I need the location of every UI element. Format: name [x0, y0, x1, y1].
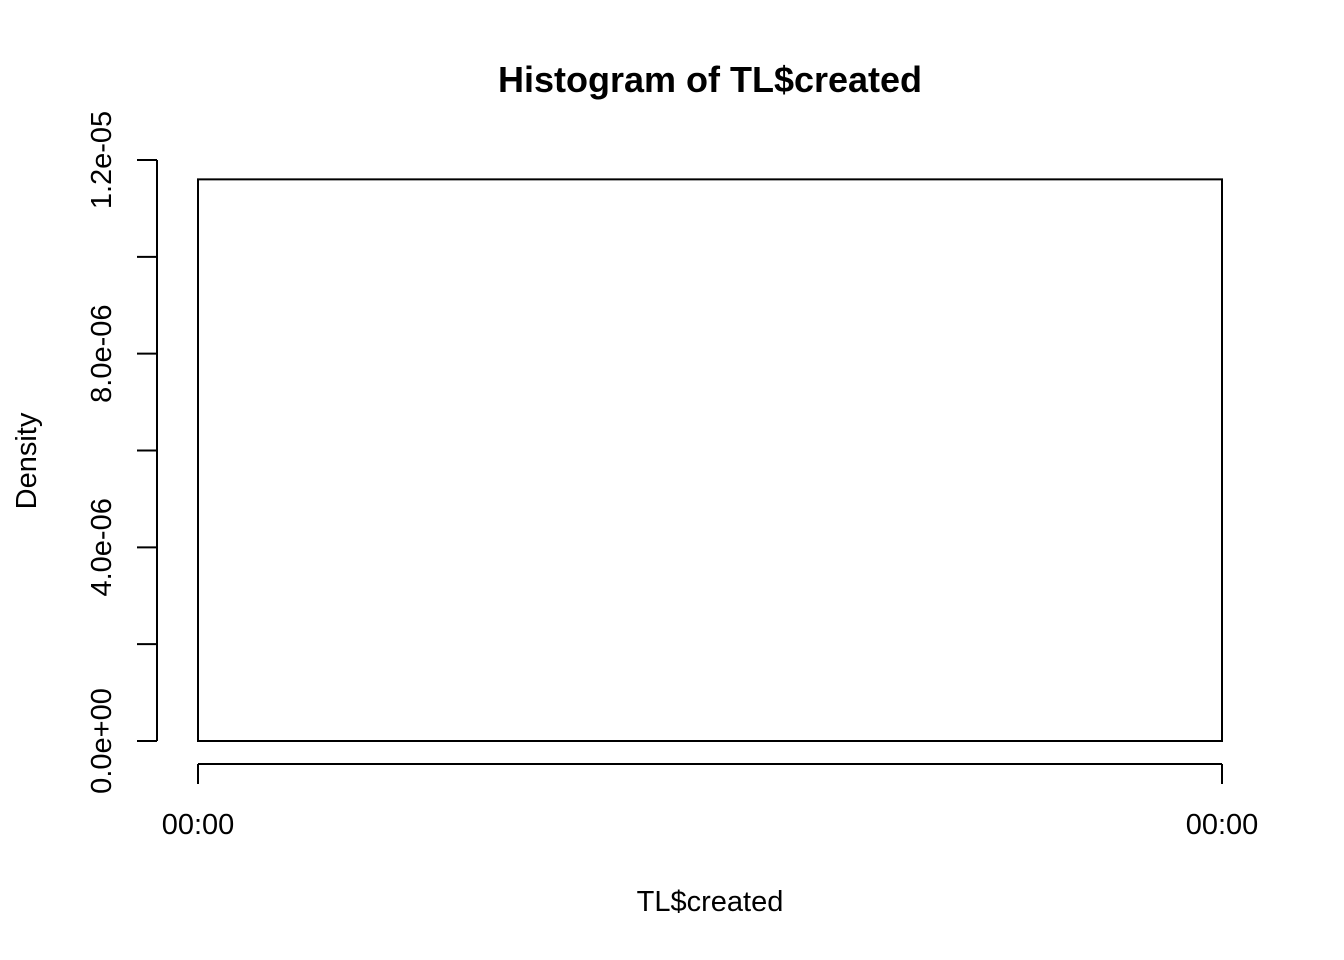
y-axis-label: Density: [11, 412, 43, 509]
y-axis: 0.0e+00 4.0e-06 8.0e-06 1.2e-05: [86, 111, 158, 794]
x-tick-label: 00:00: [1186, 809, 1259, 841]
histogram-bars: [197, 178, 1223, 743]
x-axis: 00:00 00:00: [162, 763, 1259, 841]
x-axis-label: TL$created: [637, 886, 784, 918]
y-tick-label: 1.2e-05: [86, 111, 118, 209]
y-tick-label: 0.0e+00: [86, 688, 118, 794]
chart-title: Histogram of TL$created: [498, 59, 922, 100]
y-tick-label: 8.0e-06: [86, 304, 118, 402]
x-tick-label: 00:00: [162, 809, 235, 841]
histogram-bar: [197, 178, 1223, 743]
y-tick-label: 4.0e-06: [86, 498, 118, 596]
